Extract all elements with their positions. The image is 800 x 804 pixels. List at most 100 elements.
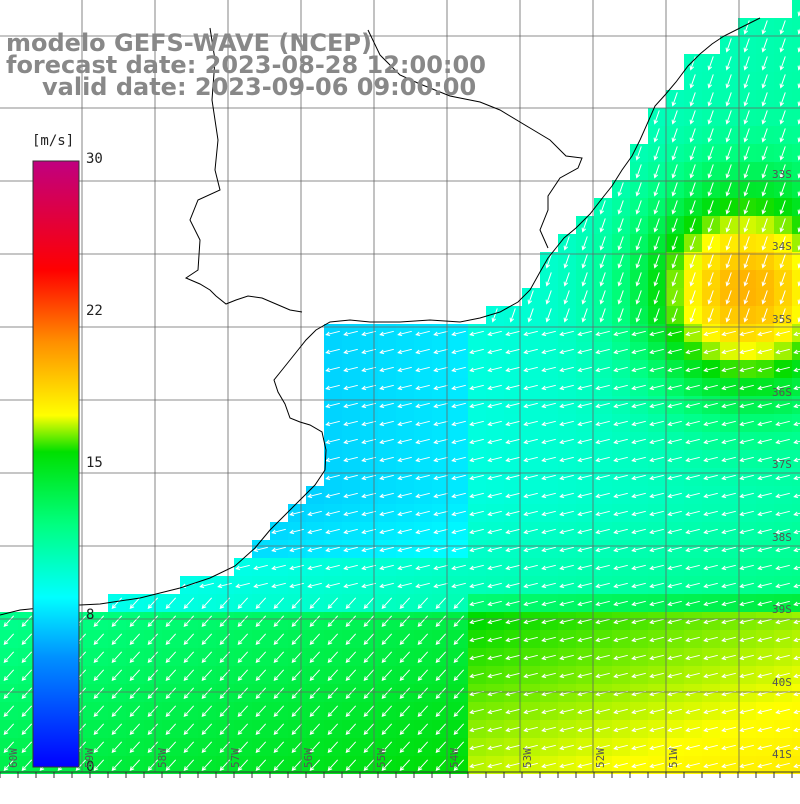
wind-arrow bbox=[397, 582, 412, 589]
wind-arrow bbox=[725, 200, 732, 215]
lon-label: 56W bbox=[302, 748, 315, 768]
wind-arrow bbox=[793, 709, 800, 715]
wind-arrow bbox=[435, 615, 447, 627]
wind-arrow bbox=[703, 672, 718, 679]
wind-arrow bbox=[433, 492, 448, 499]
wind-arrow bbox=[631, 672, 646, 679]
wind-arrow bbox=[757, 618, 772, 625]
wind-arrow bbox=[271, 546, 286, 553]
wind-arrow bbox=[649, 672, 664, 679]
wind-arrow bbox=[667, 456, 682, 463]
wind-arrow bbox=[793, 655, 800, 661]
wind-arrow bbox=[689, 272, 696, 287]
wind-arrow bbox=[775, 528, 790, 535]
wind-arrow bbox=[725, 146, 732, 161]
wind-arrow bbox=[487, 438, 502, 445]
wind-arrow bbox=[761, 164, 768, 179]
wind-arrow bbox=[649, 618, 664, 625]
wind-arrow bbox=[685, 456, 700, 463]
wind-arrow bbox=[667, 546, 682, 553]
wind-arrow bbox=[739, 654, 754, 661]
wind-arrow bbox=[685, 546, 700, 553]
wind-arrow bbox=[599, 254, 606, 269]
wind-arrow bbox=[541, 402, 556, 409]
wind-arrow bbox=[703, 762, 718, 769]
wind-arrow bbox=[721, 474, 736, 481]
wind-speed-cell bbox=[792, 18, 800, 36]
wind-arrow bbox=[237, 759, 249, 771]
wind-arrow bbox=[397, 348, 412, 355]
wind-arrow bbox=[129, 615, 141, 627]
wind-arrow bbox=[793, 385, 800, 391]
wind-arrow bbox=[435, 687, 447, 699]
wind-arrow bbox=[779, 200, 786, 215]
wind-arrow bbox=[361, 456, 376, 463]
wind-arrow bbox=[361, 474, 376, 481]
wind-arrow bbox=[435, 705, 447, 717]
wind-arrow bbox=[595, 420, 610, 427]
wind-arrow bbox=[739, 420, 754, 427]
wind-arrow bbox=[577, 600, 592, 607]
wind-arrow bbox=[631, 510, 646, 517]
wind-arrow bbox=[291, 651, 303, 663]
wind-arrow bbox=[739, 402, 754, 409]
wind-arrow bbox=[559, 420, 574, 427]
wind-arrow bbox=[667, 654, 682, 661]
wind-arrow bbox=[595, 636, 610, 643]
wind-arrow bbox=[291, 723, 303, 735]
wind-arrow bbox=[779, 20, 786, 35]
wind-arrow bbox=[93, 723, 105, 735]
wind-arrow bbox=[689, 254, 696, 269]
wind-arrow bbox=[757, 636, 772, 643]
wind-arrow bbox=[775, 474, 790, 481]
wind-arrow bbox=[797, 28, 800, 35]
wind-arrow bbox=[595, 348, 610, 355]
wind-arrow bbox=[523, 600, 538, 607]
wind-arrow bbox=[685, 726, 700, 733]
wind-arrow bbox=[613, 438, 628, 445]
wind-arrow bbox=[325, 510, 340, 517]
wind-arrow bbox=[559, 456, 574, 463]
wind-arrow bbox=[761, 308, 768, 323]
wind-arrow bbox=[111, 669, 123, 681]
wind-arrow bbox=[541, 744, 556, 751]
wind-arrow bbox=[433, 528, 448, 535]
wind-arrow bbox=[361, 348, 376, 355]
wind-arrow bbox=[595, 528, 610, 535]
lat-label: 38S bbox=[772, 531, 792, 544]
wind-arrow bbox=[545, 272, 552, 287]
wind-arrow bbox=[505, 582, 520, 589]
wind-arrow bbox=[775, 546, 790, 553]
wind-arrow bbox=[613, 672, 628, 679]
wind-arrow bbox=[797, 64, 800, 71]
wind-arrow bbox=[271, 582, 286, 589]
wind-arrow bbox=[635, 254, 642, 269]
wind-arrow bbox=[775, 618, 790, 625]
wind-arrow bbox=[775, 384, 790, 391]
wind-arrow bbox=[237, 633, 249, 645]
wind-arrow bbox=[793, 529, 800, 535]
wind-arrow bbox=[379, 564, 394, 571]
wind-arrow bbox=[433, 384, 448, 391]
wind-arrow bbox=[111, 705, 123, 717]
wind-arrow bbox=[291, 687, 303, 699]
wind-arrow bbox=[757, 474, 772, 481]
wind-arrow bbox=[453, 615, 465, 627]
wind-arrow bbox=[635, 308, 642, 323]
wind-arrow bbox=[325, 330, 340, 337]
wind-arrow bbox=[541, 348, 556, 355]
wind-arrow bbox=[649, 438, 664, 445]
title-model: modelo GEFS-WAVE (NCEP) bbox=[6, 29, 372, 57]
wind-arrow bbox=[487, 366, 502, 373]
wind-arrow bbox=[721, 708, 736, 715]
wind-arrow bbox=[545, 254, 552, 269]
wind-arrow bbox=[613, 384, 628, 391]
wind-arrow bbox=[671, 236, 678, 251]
wind-arrow bbox=[667, 618, 682, 625]
wind-arrow bbox=[761, 218, 768, 233]
wind-arrow bbox=[541, 420, 556, 427]
lon-label: 52W bbox=[594, 748, 607, 768]
wind-arrow bbox=[291, 705, 303, 717]
wind-arrow bbox=[361, 420, 376, 427]
wind-arrow bbox=[613, 528, 628, 535]
